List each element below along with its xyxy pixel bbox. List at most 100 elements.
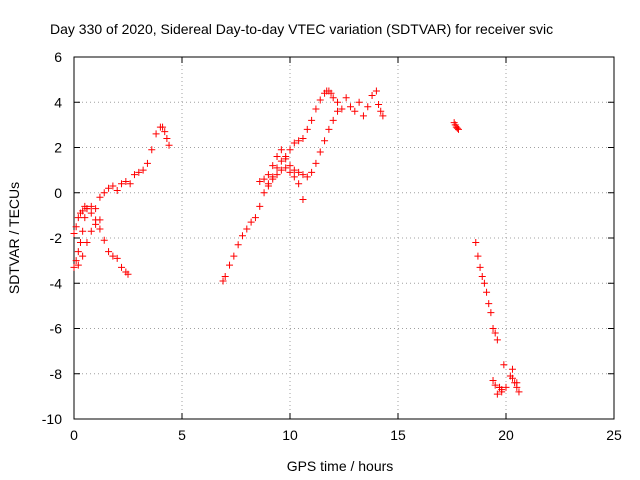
data-point [515,388,523,396]
data-point [124,270,132,278]
data-point [295,137,303,145]
data-point [312,159,320,167]
data-point [72,223,80,231]
data-point [502,383,510,391]
data-point [327,89,335,97]
data-point [508,365,516,373]
y-axis-title: SDTVAR / TECUs [6,182,22,294]
data-point [308,116,316,124]
data-point [286,146,294,154]
data-point [247,218,255,226]
data-point [508,374,516,382]
data-point [282,164,290,172]
x-tick-label: 0 [70,427,78,443]
data-point [299,134,307,142]
data-point [113,186,121,194]
data-point [81,214,89,222]
data-point [273,164,281,172]
data-point [355,98,363,106]
data-point [109,252,117,260]
data-point [500,361,508,369]
data-point [74,214,82,222]
data-point [372,87,380,95]
data-point [87,202,95,210]
data-point [286,162,294,170]
data-point [163,134,171,142]
data-point [243,225,251,233]
data-point [264,171,272,179]
data-point [491,381,499,389]
y-tick-label: 2 [54,140,62,156]
data-point [148,146,156,154]
data-point [303,173,311,181]
data-point [472,239,480,247]
data-point [226,261,234,269]
data-point [277,146,285,154]
data-point [260,175,268,183]
data-point [338,105,346,113]
data-point [100,236,108,244]
data-point [100,189,108,197]
data-point [79,207,87,215]
data-point [483,288,491,296]
data-point [260,189,268,197]
data-point [290,173,298,181]
data-point [76,239,84,247]
y-tick-label: 4 [54,94,62,110]
data-point [165,141,173,149]
data-point [74,248,82,256]
data-point [308,168,316,176]
data-point [83,239,91,247]
data-point [453,124,461,132]
data-point [379,112,387,120]
data-point [79,227,87,235]
data-point [152,130,160,138]
data-point [251,214,259,222]
data-point [118,263,126,271]
data-point [109,182,117,190]
data-point [342,94,350,102]
data-point [299,171,307,179]
data-point [334,98,342,106]
data-point [70,229,78,237]
data-point [126,180,134,188]
grid-lines [74,57,614,419]
x-tick-label: 10 [282,427,298,443]
y-tick-label: -6 [50,321,63,337]
data-point [221,272,229,280]
chart-title: Day 330 of 2020, Sidereal Day-to-day VTE… [50,21,553,37]
data-point [377,107,385,115]
y-tick-labels: -10 -8 -6 -4 -2 0 2 4 6 [42,49,62,427]
data-point [96,193,104,201]
data-point [273,153,281,161]
data-point [498,386,506,394]
data-point [312,105,320,113]
data-point [74,261,82,269]
data-point [454,125,462,133]
y-tick-label: 6 [54,49,62,65]
data-point [513,379,521,387]
data-point [329,116,337,124]
y-tick-label: 0 [54,185,62,201]
data-point [368,91,376,99]
data-point [79,252,87,260]
data-point [303,125,311,133]
data-point [269,162,277,170]
data-point [87,227,95,235]
x-axis-title: GPS time / hours [287,458,394,474]
data-point [219,277,227,285]
data-point [122,177,130,185]
data-point [334,107,342,115]
data-point [92,220,100,228]
data-point [105,248,113,256]
data-point [485,300,493,308]
data-point [299,196,307,204]
plot-frame [73,56,615,420]
data-point [489,377,497,385]
data-point [286,168,294,176]
data-point [161,128,169,136]
data-point [139,166,147,174]
data-point [87,209,95,217]
